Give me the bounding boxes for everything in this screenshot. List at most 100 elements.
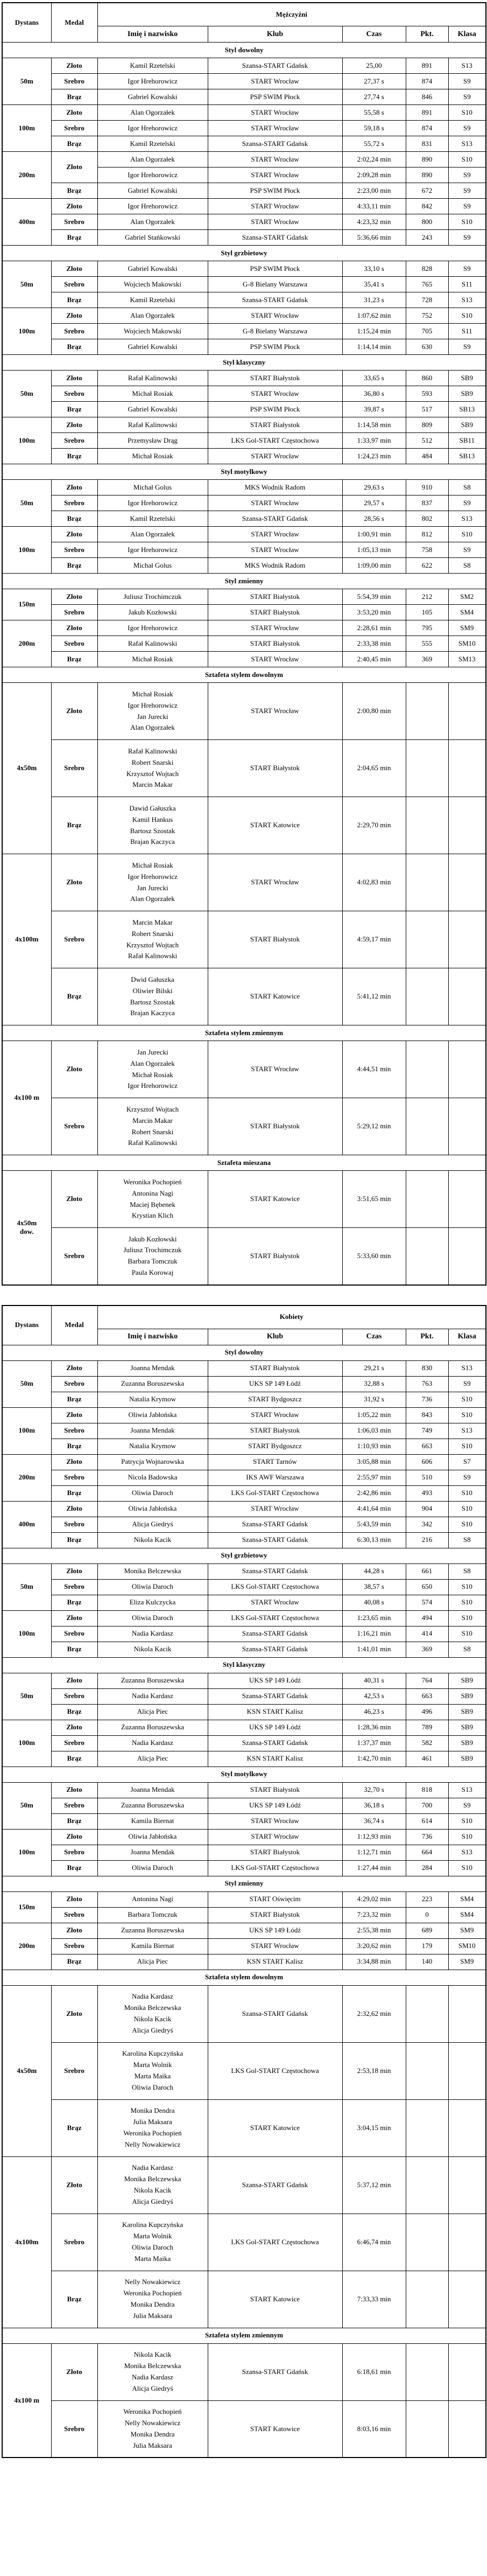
distance-cell: 4x100 m bbox=[2, 1041, 52, 1155]
club-cell: START Wrocław bbox=[207, 1407, 343, 1423]
medal-cell: Brąz bbox=[51, 1485, 98, 1502]
athlete-name: Juliusz Trochimczuk bbox=[123, 592, 182, 601]
athlete-name: Jakub Kozłowski bbox=[128, 608, 177, 616]
time-cell: 4:44,51 min bbox=[342, 1041, 406, 1098]
athlete-name: Alicja Giedryś bbox=[132, 2384, 173, 2392]
section-header-row: Sztafeta stylem dowolnym bbox=[2, 667, 486, 683]
section-header-row: Styl zmienny bbox=[2, 573, 486, 589]
result-row: 50m Złoto Monika Belczewska Szansa-START Gd… bbox=[2, 1563, 486, 1611]
result-row: 100m Złoto Alan Ogorzałek START Wrocław 1:00… bbox=[2, 526, 486, 574]
distance-cell: 100m bbox=[2, 417, 52, 464]
class-cell: S9 bbox=[448, 495, 486, 511]
athlete-name: Julia Maksara bbox=[133, 2118, 172, 2126]
athlete-name: Jan Jurecki bbox=[137, 883, 168, 892]
athlete-name: Wojciech Makowski bbox=[124, 326, 181, 335]
class-cell: S10 bbox=[448, 1516, 486, 1533]
time-cell: 7:33,33 min bbox=[342, 2270, 406, 2328]
athlete-name: Alicja Giedryś bbox=[132, 2197, 173, 2205]
athlete-name: Alicja Piec bbox=[137, 1754, 168, 1763]
class-cell: S9 bbox=[448, 183, 486, 199]
points-cell: 517 bbox=[405, 401, 449, 417]
distance-cell: 50m bbox=[2, 261, 52, 308]
result-row: Srebro Jakub Kozłowski START Białystok 3:53… bbox=[2, 604, 486, 620]
club-cell: START Wrocław bbox=[207, 214, 343, 230]
time-cell: 28,56 s bbox=[342, 511, 406, 527]
points-cell: 461 bbox=[405, 1750, 449, 1767]
medal-cell: Srebro bbox=[51, 1907, 98, 1923]
class-cell bbox=[448, 1098, 486, 1155]
athlete-name: Bartosz Szostak bbox=[130, 997, 175, 1006]
club-cell: START Wrocław bbox=[207, 1500, 343, 1517]
relay-result-row: Srebro Marcin Makar Robert Snarski Krzyszto… bbox=[2, 911, 486, 968]
points-cell: 789 bbox=[405, 1719, 449, 1736]
athlete-name: Zuzanna Boruszewska bbox=[121, 1676, 185, 1685]
result-row: Brąz Kamil Rzetelski Szansa-START Gdańsk 31… bbox=[2, 292, 486, 308]
athlete-name-cell: Gabriel Kowalski bbox=[97, 183, 208, 199]
relay-team-names: Michał Rosiak Igor Hrehorowicz Jan Jurecki… bbox=[97, 854, 208, 911]
header-row: Dystans Medal Mężczyźni bbox=[2, 2, 486, 43]
time-cell: 39,87 s bbox=[342, 401, 406, 417]
club-cell: Szansa-START Gdańsk bbox=[207, 229, 343, 246]
medal-cell: Srebro bbox=[51, 120, 98, 136]
time-cell: 5:54,39 min bbox=[342, 589, 406, 605]
result-row: Brąz Alicja Piec KSN START Kalisz 46,23 s 49… bbox=[2, 1704, 486, 1720]
athlete-name: Natalia Krymow bbox=[129, 1395, 176, 1404]
medal-cell: Srebro bbox=[51, 1797, 98, 1814]
athlete-name-cell: Igor Hrehorowicz bbox=[97, 198, 208, 214]
distance-cell: 200m bbox=[2, 1922, 52, 1970]
distance-cell: 4x100 m bbox=[2, 2343, 52, 2458]
class-cell: S9 bbox=[448, 261, 486, 277]
medal-cell: Złoto bbox=[51, 1719, 98, 1736]
club-cell: START Białystok bbox=[207, 1227, 343, 1285]
distance-cell: 100m bbox=[2, 1828, 52, 1876]
medal-cell: Srebro bbox=[51, 1227, 98, 1285]
athlete-name-cell: Zuzanna Boruszewska bbox=[97, 1672, 208, 1689]
athlete-name-cell: Oliwia Daroch bbox=[97, 1610, 208, 1626]
club-cell: UKS SP 149 Łódź bbox=[207, 1922, 343, 1939]
athlete-name: Marta Maika bbox=[134, 2254, 171, 2263]
club-cell: Szansa-START Gdańsk bbox=[207, 1985, 343, 2043]
result-row: Brąz Oliwia Daroch LKS Gol-START Częstocho… bbox=[2, 1860, 486, 1876]
class-cell: SM9 bbox=[448, 620, 486, 636]
medal-cell: Złoto bbox=[51, 620, 98, 636]
distance-cell: 50m bbox=[2, 479, 52, 527]
time-cell: 29,57 s bbox=[342, 495, 406, 511]
result-row: 100m Złoto Rafał Kalinowski START Białystok… bbox=[2, 417, 486, 464]
relay-result-row: Srebro Rafał Kalinowski Robert Snarski Krzy… bbox=[2, 739, 486, 797]
medal-cell: Brąz bbox=[51, 2099, 98, 2157]
athlete-name: Igor Hrehorowicz bbox=[128, 1081, 178, 1090]
time-cell: 1:14,58 min bbox=[342, 417, 406, 433]
medal-cell: Złoto bbox=[51, 104, 98, 121]
club-cell: START Białystok bbox=[207, 1907, 343, 1923]
medal-cell: Srebro bbox=[51, 1735, 98, 1751]
athlete-name-cell: Alan Ogorzałek bbox=[97, 526, 208, 542]
distance-cell: 100m bbox=[2, 1719, 52, 1767]
club-cell: START Katowice bbox=[207, 797, 343, 854]
relay-team-names: Karolina Kupczyńska Marta Wolnik Oliwia Da… bbox=[97, 2213, 208, 2271]
athlete-name-cell: Joanna Mendak bbox=[97, 1360, 208, 1377]
section-header: Styl klasyczny bbox=[2, 354, 486, 371]
club-cell: START Wrocław bbox=[207, 120, 343, 136]
points-cell: 672 bbox=[405, 183, 449, 199]
athlete-name-cell: Gabriel Kowalski bbox=[97, 89, 208, 105]
athlete-name-cell: Gabriel Kowalski bbox=[97, 401, 208, 417]
time-cell: 1:28,36 min bbox=[342, 1719, 406, 1736]
time-cell: 29,21 s bbox=[342, 1360, 406, 1377]
club-cell: START Białystok bbox=[207, 1360, 343, 1377]
athlete-name: Natalia Krymow bbox=[129, 1442, 176, 1450]
athlete-name: Kamil Rzetelski bbox=[130, 514, 175, 522]
athlete-name: Gabriel Stańkowski bbox=[125, 233, 180, 241]
class-cell: SM13 bbox=[448, 651, 486, 667]
athlete-name-cell: Barbara Tomczuk bbox=[97, 1907, 208, 1923]
result-row: Brąz Oliwia Daroch LKS Gol-START Częstocho… bbox=[2, 1485, 486, 1502]
club-cell: START Wrocław bbox=[207, 448, 343, 464]
time-cell: 33,10 s bbox=[342, 261, 406, 277]
athlete-name: Alan Ogorzałek bbox=[130, 1059, 175, 1067]
athlete-name-cell: Eliza Kulczycka bbox=[97, 1594, 208, 1611]
time-cell: 1:41,01 min bbox=[342, 1641, 406, 1658]
athlete-name-cell: Natalia Krymow bbox=[97, 1391, 208, 1408]
points-cell: 179 bbox=[405, 1938, 449, 1954]
relay-team-names: Nelly Nowakiewicz Weronika Pochopień Monik… bbox=[97, 2270, 208, 2328]
time-cell: 2:02,24 min bbox=[342, 151, 406, 167]
class-cell bbox=[448, 2400, 486, 2458]
